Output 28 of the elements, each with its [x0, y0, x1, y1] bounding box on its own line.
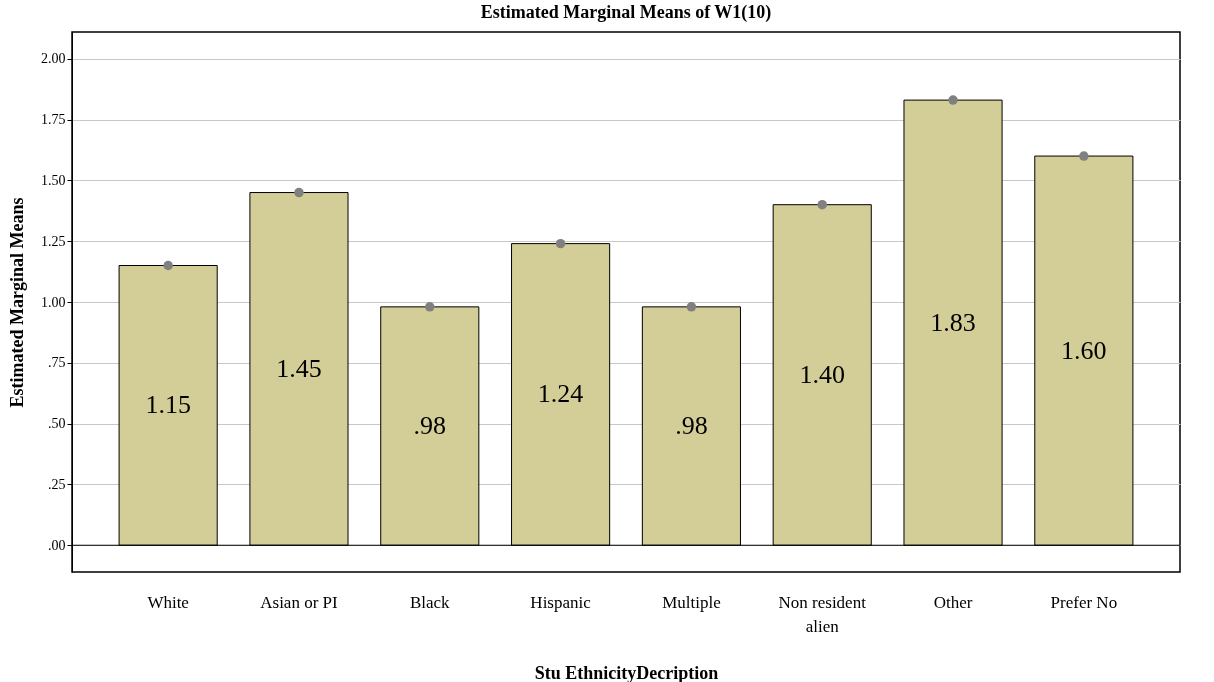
y-tick-label: .25: [48, 476, 66, 492]
y-tick-label: .50: [48, 416, 66, 432]
data-label: .98: [675, 411, 708, 441]
y-tick-label: 1.25: [41, 233, 66, 249]
y-tick-label: 1.00: [41, 294, 66, 310]
chart-title: Estimated Marginal Means of W1(10): [480, 2, 772, 23]
data-label: 1.40: [799, 359, 845, 389]
x-tick-label: Other: [933, 592, 973, 612]
data-label: 1.45: [276, 353, 322, 383]
data-label: .98: [413, 411, 447, 441]
data-label: 1.83: [930, 307, 976, 337]
x-tick-label: Multiple: [662, 592, 721, 612]
x-tick-label: Prefer No: [1050, 592, 1118, 612]
x-tick-label: Asian or PI: [260, 592, 339, 612]
y-tick-label: .75: [48, 355, 66, 371]
x-tick-label: White: [147, 592, 189, 612]
x-tick-label: Black: [409, 592, 451, 612]
y-tick-label: .00: [48, 537, 66, 553]
y-axis-title: Estimated Marginal Means: [7, 197, 27, 408]
data-label: 1.15: [145, 390, 191, 420]
x-tick-label: Non resident alien: [778, 592, 867, 636]
x-tick-label: Hispanic: [530, 592, 592, 612]
y-tick-label: 1.75: [41, 112, 66, 128]
y-tick-label: 1.50: [41, 172, 66, 188]
y-tick-label: 2.00: [41, 51, 66, 67]
x-axis-title: Stu EthnicityDecription: [534, 662, 719, 682]
data-label: 1.60: [1061, 335, 1107, 365]
data-label: 1.24: [537, 379, 584, 409]
